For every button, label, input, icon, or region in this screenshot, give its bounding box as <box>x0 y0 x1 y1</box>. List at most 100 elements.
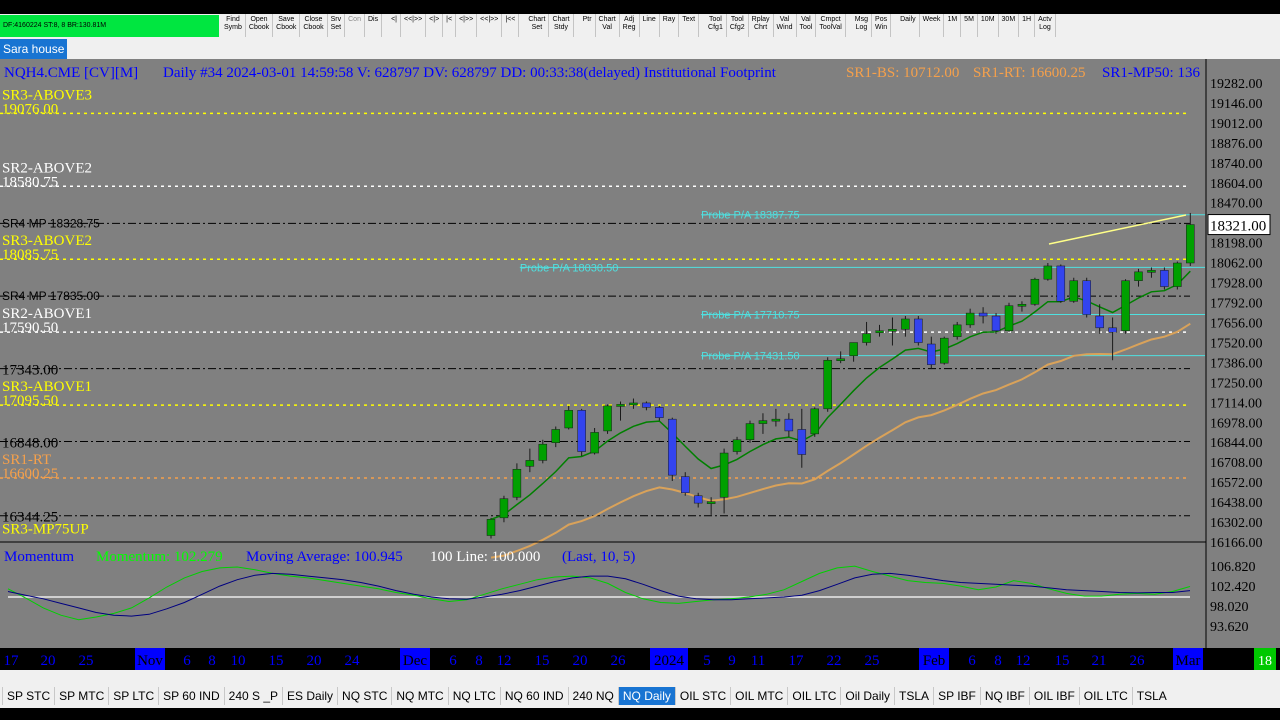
candle-body <box>810 408 819 435</box>
chartbook-tab[interactable]: 240 S _P <box>223 687 282 705</box>
price-chart-svg[interactable]: NQH4.CME [CV][M] Daily #34 2024-03-01 14:… <box>0 59 1280 670</box>
price-axis-label: 16978.00 <box>1210 416 1263 431</box>
toolbar-button[interactable]: <<|>> <box>401 14 427 37</box>
corner-badge-bg <box>1254 648 1276 670</box>
date-axis-label: Nov <box>137 653 163 669</box>
candle-body <box>978 312 988 317</box>
chartbook-tab[interactable]: SP MTC <box>54 687 108 705</box>
chart-area[interactable]: NQH4.CME [CV][M] Daily #34 2024-03-01 14:… <box>0 59 1280 670</box>
level-label: SR3-ABOVE2 <box>2 233 92 249</box>
toolbar-button[interactable]: |<< <box>502 14 520 37</box>
chartbook-tab[interactable]: SP 60 IND <box>158 687 223 705</box>
date-axis-label: 20 <box>307 653 322 669</box>
toolbar-button[interactable]: <|> <box>426 14 444 37</box>
level-value: 18580.75 <box>2 174 58 190</box>
toolbar-button[interactable]: Cmpct ToolVal <box>816 14 846 37</box>
toolbar-button[interactable]: 30M <box>999 14 1020 37</box>
toolbar-button[interactable]: Val Wind <box>774 14 797 37</box>
toolbar-button[interactable]: Chart Val <box>596 14 620 37</box>
toolbar-button[interactable]: Ptr <box>580 14 596 37</box>
toolbar-button[interactable]: Pos Win <box>872 14 892 37</box>
toolbar-button[interactable]: Daily <box>897 14 920 37</box>
momentum-value: Momentum: 102.279 <box>96 549 223 565</box>
chartbook-tab[interactable]: SP LTC <box>108 687 158 705</box>
toolbar-button[interactable]: Val Tool <box>797 14 817 37</box>
chartbook-tab[interactable]: Oil Daily <box>840 687 894 705</box>
toolbar-button[interactable]: Srv Set <box>328 14 346 37</box>
chartbook-tab[interactable]: OIL LTC <box>1078 687 1132 705</box>
candle-body <box>1017 304 1027 307</box>
toolbar-button[interactable]: Dis <box>365 14 383 37</box>
chartbook-title-tab[interactable]: Sara house <box>0 39 68 59</box>
toolbar-button[interactable]: Con <box>345 14 365 37</box>
toolbar-button[interactable]: |< <box>443 14 457 37</box>
sr1-rt-label: SR1-RT: 16600.25 <box>973 65 1086 81</box>
chartbook-tab[interactable]: SP IBF <box>933 687 980 705</box>
main-toolbar: DF:4160224 ST:8, 8 BR:130.81M Find Symb O… <box>0 14 1280 40</box>
toolbar-button[interactable]: 10M <box>978 14 999 37</box>
price-axis-label: 17520.00 <box>1210 337 1263 352</box>
candle-body <box>616 404 625 407</box>
date-axis-label: 11 <box>751 653 765 669</box>
price-axis-label: 19012.00 <box>1210 117 1263 132</box>
toolbar-button[interactable]: Open Cbook <box>246 14 274 37</box>
toolbar-button[interactable]: Find Symb <box>221 14 246 37</box>
toolbar-button[interactable]: Chart Set <box>525 14 550 37</box>
toolbar-button[interactable]: Actv Log <box>1035 14 1056 37</box>
chartbook-tab[interactable]: NQ LTC <box>447 687 500 705</box>
toolbar-button[interactable]: 5M <box>961 14 978 37</box>
toolbar-button[interactable]: Adj Reg <box>620 14 640 37</box>
candle-body <box>991 315 1001 332</box>
toolbar-button[interactable]: Text <box>679 14 700 37</box>
chartbook-tab[interactable]: TSLA <box>1131 687 1171 705</box>
price-axis-bg <box>1206 59 1280 648</box>
chartbook-tab[interactable]: NQ Daily <box>617 687 675 705</box>
chartbook-tab[interactable]: NQ IBF <box>979 687 1029 705</box>
candle-body <box>499 498 509 519</box>
price-axis-label: 18470.00 <box>1210 197 1263 212</box>
moving-average-slow <box>490 322 1191 559</box>
toolbar-button[interactable]: Rplay Chrt <box>749 14 774 37</box>
toolbar-button[interactable]: <| <box>388 14 401 37</box>
toolbar-button[interactable]: 1H <box>1019 14 1036 37</box>
date-axis-label: 6 <box>183 653 191 669</box>
toolbar-button[interactable]: Chart Stdy <box>549 14 574 37</box>
chartbook-tab[interactable]: OIL STC <box>674 687 730 705</box>
candle-body <box>940 337 949 364</box>
level-label: SR3-ABOVE3 <box>2 87 92 103</box>
toolbar-button[interactable]: Close Cbook <box>300 14 328 37</box>
momentum-axis-label: 93.620 <box>1210 620 1249 635</box>
toolbar-button[interactable]: Save Cbook <box>273 14 301 37</box>
chartbook-tab[interactable]: NQ STC <box>337 687 391 705</box>
candle-body <box>642 402 651 408</box>
chartbook-tab[interactable]: ES Daily <box>282 687 337 705</box>
toolbar-button[interactable]: Line <box>640 14 660 37</box>
chartbook-tab[interactable]: 240 NQ <box>567 687 618 705</box>
sr1-mp50-label: SR1-MP50: 136 <box>1102 65 1200 81</box>
toolbar-button[interactable]: Msg Log <box>852 14 873 37</box>
chartbook-tab[interactable]: SP STC <box>2 687 54 705</box>
date-axis-label: 20 <box>41 653 56 669</box>
toolbar-button[interactable]: <<|>> <box>477 14 503 37</box>
chartbook-tab[interactable]: NQ MTC <box>391 687 447 705</box>
toolbar-button[interactable]: Week <box>920 14 945 37</box>
price-axis-label: 16708.00 <box>1210 456 1263 471</box>
bottom-edge <box>0 708 1280 720</box>
price-axis-label: 17386.00 <box>1210 356 1263 371</box>
chartbook-tab[interactable]: OIL IBF <box>1028 687 1079 705</box>
level-value: 17343.00 <box>2 363 58 379</box>
toolbar-button[interactable]: 1M <box>944 14 962 37</box>
candle-body <box>849 342 858 357</box>
chartbook-tabs: SP STC SP MTC SP LTC SP 60 IND 240 S _P ES Da… <box>0 684 1280 708</box>
toolbar-button[interactable]: Tool Cfg2 <box>727 14 749 37</box>
level-label: SR1-RT <box>2 452 51 468</box>
date-axis-label: 21 <box>1092 653 1107 669</box>
toolbar-button[interactable]: <|>> <box>456 14 478 37</box>
chartbook-tab[interactable]: OIL LTC <box>787 687 840 705</box>
chartbook-tab[interactable]: OIL MTC <box>730 687 787 705</box>
toolbar-button[interactable]: Tool Cfg1 <box>705 14 727 37</box>
chartbook-tab[interactable]: NQ 60 IND <box>499 687 568 705</box>
chartbook-tab[interactable]: TSLA <box>894 687 933 705</box>
probe-label: Probe P/A 18387.75 <box>701 210 799 222</box>
toolbar-button[interactable]: Ray <box>660 14 680 37</box>
